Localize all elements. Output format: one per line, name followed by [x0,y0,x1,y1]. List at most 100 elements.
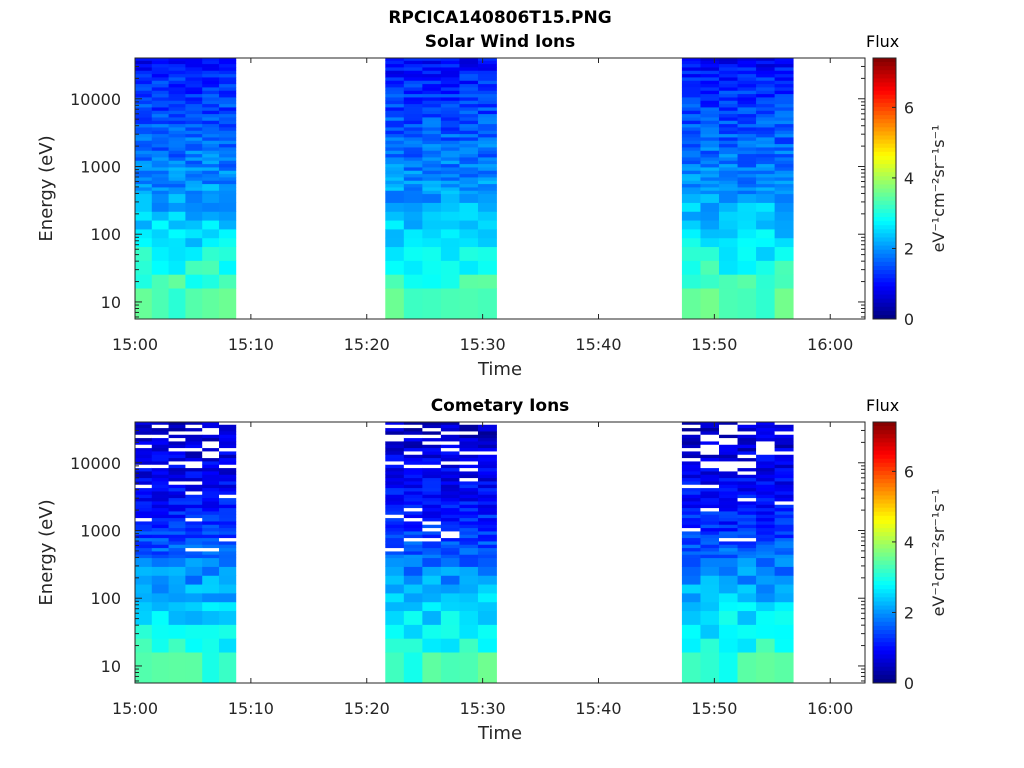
flux-cell [385,80,405,85]
flux-cell [151,143,169,148]
flux-cell [719,497,738,502]
flux-cell [700,140,720,145]
flux-cell [440,481,460,485]
flux-cell [477,193,497,203]
flux-cell [700,93,720,98]
flux-cell [135,610,153,625]
flux-cell [168,551,186,555]
flux-cell [202,120,220,125]
flux-cell [700,193,720,203]
flux-cell [477,143,497,148]
flux-cell [185,610,203,625]
flux-cell [422,83,442,88]
flux-cell [422,521,442,525]
flux-cell [202,557,220,567]
flux-cell [219,177,237,181]
flux-cell [459,424,479,429]
flux-cell [151,90,169,95]
colorbar-segment [873,298,896,304]
flux-cell [151,431,169,435]
flux-cell [681,441,701,445]
flux-cell [422,77,442,81]
flux-cell [719,487,738,492]
flux-cell [681,444,701,449]
colorbar-segment [873,548,896,553]
colorbar-segment [873,597,896,602]
flux-cell [168,120,186,125]
flux-cell [403,441,423,445]
flux-cell [385,551,405,555]
flux-cell [151,107,169,111]
flux-cell [385,73,405,78]
flux-cell [385,521,405,525]
flux-cell [202,133,220,138]
flux-cell [440,67,460,71]
flux-cell [681,63,701,68]
flux-cell [219,103,237,108]
flux-cell [774,431,794,435]
flux-cell [219,133,237,138]
colorbar-segment [873,155,896,161]
flux-cell [477,610,497,625]
flux-cell [700,246,720,261]
flux-cell [202,474,220,479]
flux-cell [422,147,442,151]
flux-cell [403,211,423,221]
flux-cell [135,229,153,239]
flux-cell [737,260,757,275]
flux-cell [135,517,153,522]
flux-cell [459,229,479,239]
flux-cell [681,193,701,203]
flux-cell [477,130,497,135]
flux-cell [185,160,203,165]
flux-cell [202,80,220,85]
flux-cell [477,521,497,525]
flux-cell [219,484,237,489]
flux-cell [477,123,497,128]
flux-cell [774,537,794,542]
flux-cell [459,120,479,125]
flux-cell [168,170,186,175]
flux-cell [719,246,738,261]
flux-cell [422,424,442,429]
flux-cell [737,237,757,248]
flux-cell [422,87,442,91]
flux-cell [440,517,460,522]
flux-cell [440,504,460,509]
flux-cell [422,157,442,161]
flux-cell [202,83,220,88]
flux-cell [151,63,169,68]
colorbar-segment [873,192,896,198]
colorbar-segment [873,302,896,308]
flux-cell [385,90,405,95]
flux-cell [681,494,701,499]
colorbar-segment [873,123,896,128]
flux-cell [774,491,794,495]
flux-cell [700,461,720,465]
flux-cell [440,461,460,465]
flux-cell [151,544,169,549]
flux-cell [477,575,497,585]
flux-cell [219,531,237,535]
colorbar-segment [873,310,896,316]
flux-cell [135,123,153,128]
colorbar-segment [873,119,896,124]
flux-cell [719,444,738,449]
flux-cell [774,514,794,519]
flux-cell [700,610,720,625]
flux-cell [185,60,203,65]
flux-cell [719,477,738,482]
flux-cell [151,83,169,88]
flux-cell [168,87,186,91]
flux-cell [774,170,794,175]
flux-cell [756,183,776,188]
flux-cell [385,424,405,429]
flux-cell [385,58,405,61]
flux-cell [440,514,460,519]
flux-cell [440,133,460,138]
flux-cell [737,77,757,81]
flux-cell [700,180,720,185]
flux-cell [719,150,738,155]
flux-cell [477,524,497,529]
flux-cell [385,531,405,535]
